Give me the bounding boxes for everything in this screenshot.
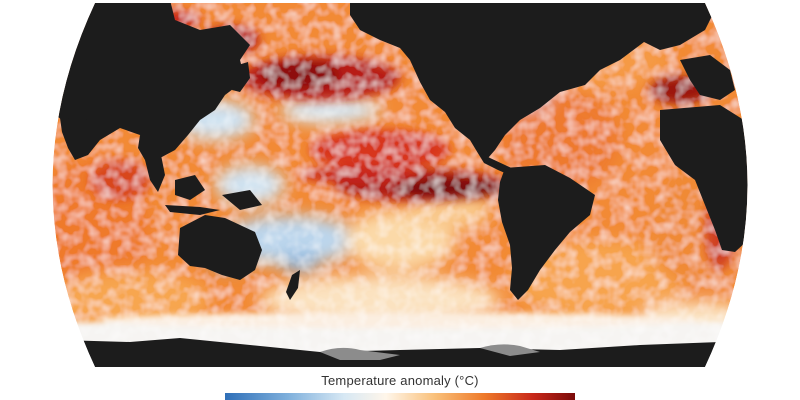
- color-scale-bar: [225, 393, 575, 400]
- map-frame: [0, 0, 800, 372]
- legend-title: Temperature anomaly (°C): [321, 373, 479, 388]
- antarctica: [52, 338, 748, 367]
